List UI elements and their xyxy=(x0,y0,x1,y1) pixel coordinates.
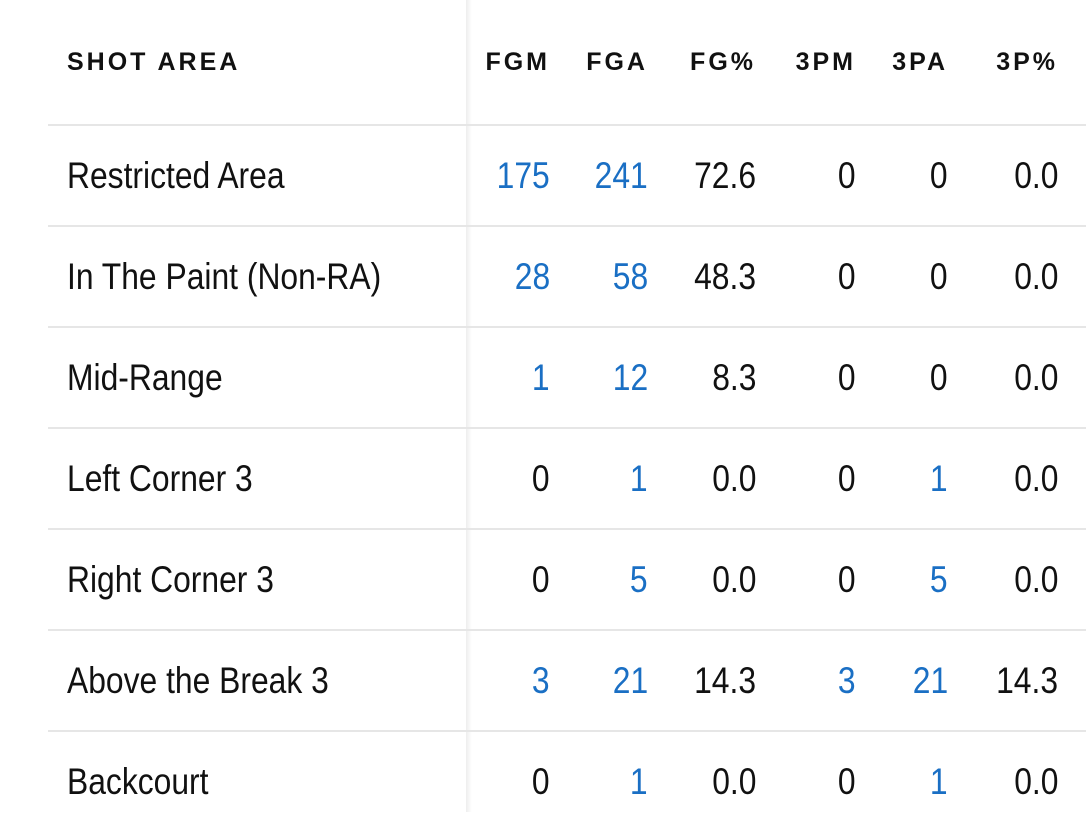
header-fgm[interactable]: FGM xyxy=(485,48,550,76)
table-row: In The Paint (Non-RA) 28 58 48.3 0 0 0.0 xyxy=(48,226,1086,327)
fgm-value: 0 xyxy=(532,760,550,802)
3pm-value: 0 xyxy=(838,760,856,802)
row-area-label: Above the Break 3 xyxy=(67,659,329,701)
header-fga[interactable]: FGA xyxy=(586,48,648,76)
3pa-link[interactable]: 5 xyxy=(930,558,948,600)
fga-link[interactable]: 1 xyxy=(630,457,648,499)
row-divider xyxy=(48,124,1086,126)
fgm-link[interactable]: 175 xyxy=(496,154,550,196)
table-header-row: SHOT AREA FGM FGA FG% 3PM 3PA 3P% xyxy=(48,12,1086,113)
row-area-label: Restricted Area xyxy=(67,154,285,196)
3pa-link[interactable]: 1 xyxy=(930,457,948,499)
fga-link[interactable]: 5 xyxy=(630,558,648,600)
header-3pm[interactable]: 3PM xyxy=(795,48,856,76)
header-3pa[interactable]: 3PA xyxy=(892,48,948,76)
row-divider xyxy=(48,225,1086,227)
fga-link[interactable]: 1 xyxy=(630,760,648,802)
3pa-link[interactable]: 21 xyxy=(912,659,948,701)
3pa-value: 0 xyxy=(930,255,948,297)
3pm-link[interactable]: 3 xyxy=(838,659,856,701)
row-area-label: Right Corner 3 xyxy=(67,558,274,600)
table-row: Above the Break 3 3 21 14.3 3 21 14.3 xyxy=(48,630,1086,731)
table-row: Left Corner 3 0 1 0.0 0 1 0.0 xyxy=(48,428,1086,529)
fga-link[interactable]: 58 xyxy=(612,255,648,297)
fg-pct-value: 14.3 xyxy=(694,659,756,701)
fg-pct-value: 0.0 xyxy=(711,760,756,802)
sticky-column-shadow xyxy=(466,0,472,812)
fg-pct-value: 48.3 xyxy=(694,255,756,297)
row-divider xyxy=(48,528,1086,530)
fg-pct-value: 72.6 xyxy=(694,154,756,196)
row-divider xyxy=(48,427,1086,429)
3p-pct-value: 0.0 xyxy=(1013,558,1058,600)
fgm-value: 0 xyxy=(532,457,550,499)
3pm-value: 0 xyxy=(838,154,856,196)
table-row: Restricted Area 175 241 72.6 0 0 0.0 xyxy=(48,125,1086,226)
header-3p-pct[interactable]: 3P% xyxy=(996,48,1058,76)
row-divider xyxy=(48,730,1086,732)
3p-pct-value: 0.0 xyxy=(1013,457,1058,499)
shot-area-table: SHOT AREA FGM FGA FG% 3PM 3PA 3P% Restri… xyxy=(48,0,1086,812)
3pm-value: 0 xyxy=(838,356,856,398)
fg-pct-value: 0.0 xyxy=(711,558,756,600)
3pm-value: 0 xyxy=(838,558,856,600)
header-shot-area[interactable]: SHOT AREA xyxy=(67,48,241,76)
fga-link[interactable]: 241 xyxy=(594,154,648,196)
row-area-label: Backcourt xyxy=(67,760,209,802)
header-fg-pct[interactable]: FG% xyxy=(690,48,756,76)
table-row: Mid-Range 1 12 8.3 0 0 0.0 xyxy=(48,327,1086,428)
3pa-value: 0 xyxy=(930,154,948,196)
3p-pct-value: 0.0 xyxy=(1013,255,1058,297)
3pa-link[interactable]: 1 xyxy=(930,760,948,802)
fgm-link[interactable]: 28 xyxy=(514,255,550,297)
fgm-link[interactable]: 1 xyxy=(532,356,550,398)
fgm-value: 0 xyxy=(532,558,550,600)
3pa-value: 0 xyxy=(930,356,948,398)
row-divider xyxy=(48,629,1086,631)
row-area-label: Left Corner 3 xyxy=(67,457,253,499)
fg-pct-value: 8.3 xyxy=(711,356,756,398)
fg-pct-value: 0.0 xyxy=(711,457,756,499)
3pm-value: 0 xyxy=(838,457,856,499)
table-row: Backcourt 0 1 0.0 0 1 0.0 xyxy=(48,731,1086,832)
3pm-value: 0 xyxy=(838,255,856,297)
row-area-label: In The Paint (Non-RA) xyxy=(67,255,382,297)
3p-pct-value: 0.0 xyxy=(1013,154,1058,196)
3p-pct-value: 0.0 xyxy=(1013,760,1058,802)
fgm-link[interactable]: 3 xyxy=(532,659,550,701)
row-divider xyxy=(48,326,1086,328)
table-row: Right Corner 3 0 5 0.0 0 5 0.0 xyxy=(48,529,1086,630)
3p-pct-value: 0.0 xyxy=(1013,356,1058,398)
3p-pct-value: 14.3 xyxy=(996,659,1058,701)
fga-link[interactable]: 12 xyxy=(612,356,648,398)
fga-link[interactable]: 21 xyxy=(612,659,648,701)
row-area-label: Mid-Range xyxy=(67,356,223,398)
